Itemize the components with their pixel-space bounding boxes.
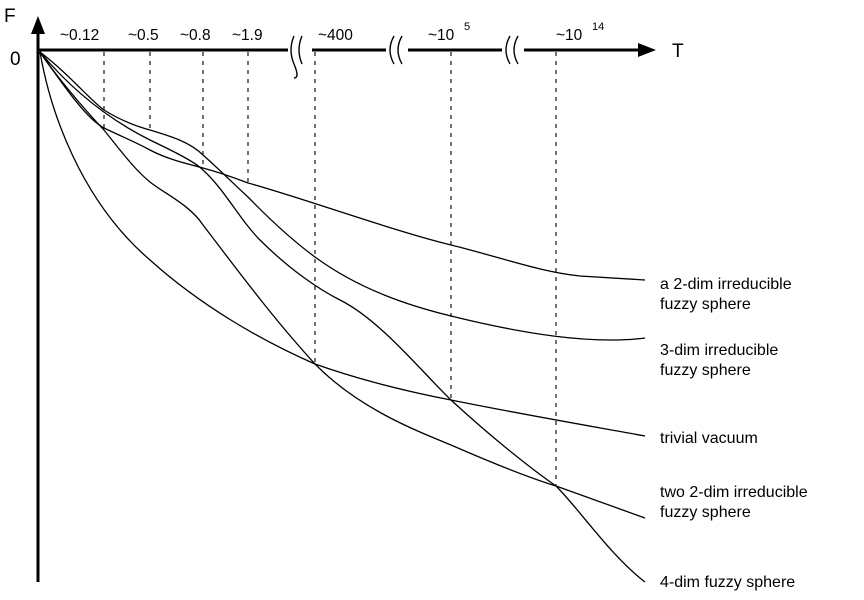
origin-label: 0 — [10, 49, 21, 70]
tick-exponent-5: 5 — [464, 21, 470, 33]
x-axis-arrowhead — [638, 43, 656, 57]
curve-label-two-2dim-irreducible: two 2-dim irreducible fuzzy sphere — [660, 484, 812, 521]
curve-4dim-fuzzy — [39, 51, 646, 583]
tick-exponent-14: 14 — [592, 21, 604, 33]
curve-label-3dim-line2: fuzzy sphere — [660, 362, 751, 379]
curve-label-3dim-line1: 3-dim irreducible — [660, 342, 778, 359]
curve-two-2dim-irreducible — [39, 51, 646, 519]
curve-3dim-irreducible — [39, 51, 646, 341]
x-axis-label: T — [672, 41, 684, 62]
y-axis-arrowhead — [31, 16, 45, 34]
curve-label-4dim-line1: 4-dim fuzzy sphere — [660, 574, 795, 591]
curve-label-trivial-line1: trivial vacuum — [660, 430, 758, 447]
y-axis-label: F — [4, 6, 16, 27]
tick-label-0.12: ~0.12 — [60, 27, 99, 44]
tick-label-0.8: ~0.8 — [180, 27, 211, 44]
axis-break-1 — [288, 34, 312, 79]
curve-label-two2dim-line2: fuzzy sphere — [660, 504, 751, 521]
tick-label-400: ~400 — [318, 27, 353, 44]
curve-label-2dim-irreducible: a 2-dim irreducible fuzzy sphere — [660, 276, 796, 313]
axis-break-2 — [386, 34, 408, 66]
curve-trivial-vacuum — [39, 51, 646, 437]
tick-label-0.5: ~0.5 — [128, 27, 159, 44]
curve-label-trivial-vacuum: trivial vacuum — [660, 430, 758, 447]
curve-label-2dim-line2: fuzzy sphere — [660, 296, 751, 313]
tick-label-10e14: ~10 — [556, 27, 583, 44]
curve-label-3dim-irreducible: 3-dim irreducible fuzzy sphere — [660, 342, 783, 379]
curve-label-two2dim-line1: two 2-dim irreducible — [660, 484, 808, 501]
tick-label-10e5: ~10 — [428, 27, 455, 44]
curve-label-4dim-fuzzy: 4-dim fuzzy sphere — [660, 574, 795, 591]
curve-2dim-irreducible — [39, 51, 646, 281]
axis-break-3 — [502, 34, 524, 66]
curve-label-2dim-line1: a 2-dim irreducible — [660, 276, 792, 293]
tick-label-1.9: ~1.9 — [232, 27, 263, 44]
